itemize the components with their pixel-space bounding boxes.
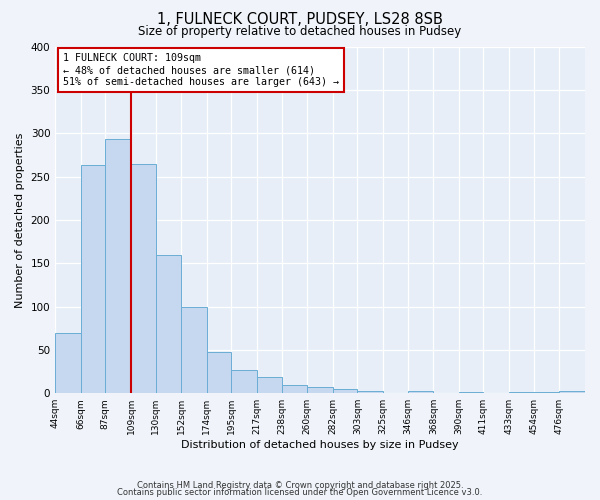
- Bar: [81, 165, 106, 393]
- Bar: [257, 376, 281, 393]
- Bar: [181, 308, 207, 393]
- Text: 1, FULNECK COURT, PUDSEY, LS28 8SB: 1, FULNECK COURT, PUDSEY, LS28 8SB: [157, 12, 443, 28]
- X-axis label: Distribution of detached houses by size in Pudsey: Distribution of detached houses by size …: [181, 440, 459, 450]
- Bar: [307, 387, 333, 393]
- Bar: [459, 392, 484, 393]
- Bar: [155, 254, 181, 393]
- Bar: [232, 370, 257, 393]
- Text: Contains HM Land Registry data © Crown copyright and database right 2025.: Contains HM Land Registry data © Crown c…: [137, 480, 463, 490]
- Bar: [55, 332, 81, 393]
- Text: 1 FULNECK COURT: 109sqm
← 48% of detached houses are smaller (614)
51% of semi-d: 1 FULNECK COURT: 109sqm ← 48% of detache…: [63, 54, 339, 86]
- Bar: [358, 390, 383, 393]
- Text: Contains public sector information licensed under the Open Government Licence v3: Contains public sector information licen…: [118, 488, 482, 497]
- Text: Size of property relative to detached houses in Pudsey: Size of property relative to detached ho…: [139, 25, 461, 38]
- Y-axis label: Number of detached properties: Number of detached properties: [15, 132, 25, 308]
- Bar: [559, 390, 585, 393]
- Bar: [106, 139, 131, 393]
- Bar: [333, 389, 358, 393]
- Bar: [509, 392, 533, 393]
- Bar: [131, 164, 155, 393]
- Bar: [207, 352, 232, 393]
- Bar: [407, 392, 433, 393]
- Bar: [281, 384, 307, 393]
- Bar: [533, 392, 559, 393]
